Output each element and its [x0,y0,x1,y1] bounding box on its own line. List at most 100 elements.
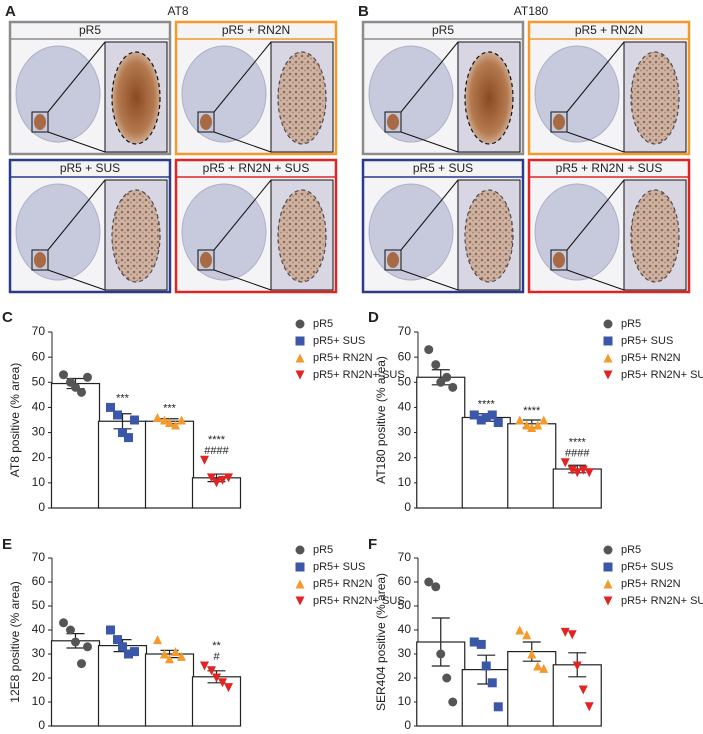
zoom-line [47,269,106,291]
data-point [487,410,497,420]
y-tick-label: 20 [32,450,46,464]
image-label: pR5 + RN2N [222,23,290,37]
data-point [603,319,613,329]
brain-section [368,45,454,143]
zoom-box [31,111,49,133]
data-point [224,473,233,483]
data-point [212,478,221,488]
y-tick-label: 30 [398,646,412,660]
zoom-line [213,41,272,113]
data-point [295,562,305,572]
data-point [106,625,115,635]
y-axis-label: AT180 positive (% area) [374,356,388,484]
bar [144,653,195,727]
significance: **** [208,434,226,446]
data-point [71,637,80,647]
data-point [572,661,582,671]
data-point [481,661,491,671]
data-point [224,683,233,693]
brain-section [368,183,454,281]
y-tick-label: 70 [398,324,412,338]
data-point [59,618,68,628]
data-point [481,412,491,422]
data-point [527,423,537,433]
brain-section [534,45,620,143]
bar [50,640,101,727]
data-point [487,678,497,688]
data-point [212,673,221,683]
significance: *** [116,392,130,404]
legend-label: pR5+ RN2N [621,578,681,590]
bar [461,416,511,509]
y-tick-label: 10 [398,694,412,708]
panel-letter: D [368,309,379,326]
data-point [113,410,122,420]
data-point [171,420,180,430]
y-tick-label: 10 [398,475,412,489]
data-point [113,635,122,645]
brain-stain [553,252,565,268]
data-point [493,702,503,712]
y-tick-label: 60 [32,574,46,588]
zoom-line [400,131,459,153]
zoom-box [550,111,568,133]
legend-label: pR5+ RN2N+ SUS [313,595,405,607]
brain-stain [34,252,46,268]
legend-label: pR5+ RN2N+ SUS [621,369,703,381]
brain-stain [553,114,565,130]
data-point [130,415,139,425]
data-point [448,382,458,392]
data-point [124,649,133,659]
data-point [77,387,86,397]
zoom-line [213,269,272,291]
legend-label: pR5+ SUS [621,335,673,347]
data-point [522,630,532,640]
significance: #### [204,445,229,457]
data-point [431,582,441,592]
y-tick-label: 30 [32,646,46,660]
panel-letter: B [358,3,369,20]
image-label: pR5 [432,23,454,37]
y-tick-label: 20 [398,670,412,684]
data-point [603,579,613,589]
bar [507,650,557,727]
data-point [578,465,588,475]
zoom-line [213,131,272,153]
image-label: pR5 + RN2N [575,23,643,37]
zoom-box [550,249,568,271]
data-point [165,418,174,428]
bar [191,676,242,727]
y-tick-label: 50 [398,598,412,612]
legend-label: pR5+ RN2N+ SUS [313,369,405,381]
zoom-box [197,249,215,271]
bar [50,382,101,509]
significance: #### [565,448,590,460]
y-tick-label: 60 [398,349,412,363]
data-point [522,420,532,430]
data-point [603,336,613,346]
zoom-line [566,41,625,113]
y-tick-label: 70 [32,324,46,338]
zoom-line [400,179,459,251]
y-tick-label: 0 [404,718,411,732]
y-tick-label: 40 [32,400,46,414]
data-point [584,702,594,712]
data-point [603,353,613,363]
panel-letter: A [5,3,16,20]
zoom-line [400,269,459,291]
zoom-line [400,41,459,113]
data-point [59,370,68,380]
image-label: pR5 + SUS [413,161,473,175]
data-point [295,336,305,346]
y-tick-label: 0 [404,500,411,514]
y-tick-label: 50 [398,374,412,388]
brain-stain [387,114,399,130]
y-tick-label: 10 [32,475,46,489]
brain-stain [200,114,212,130]
data-point [153,412,162,422]
data-point [539,663,549,673]
zoom-line [566,179,625,251]
legend-label: pR5+ RN2N+ SUS [621,595,703,607]
data-point [424,345,434,355]
